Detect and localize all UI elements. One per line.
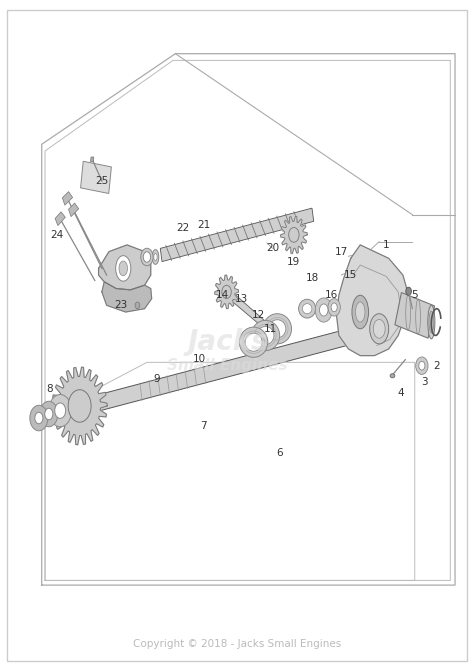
Text: 13: 13 (235, 294, 248, 303)
Text: 10: 10 (192, 354, 206, 364)
Ellipse shape (299, 299, 316, 318)
Polygon shape (52, 367, 107, 445)
Polygon shape (61, 321, 380, 421)
Text: 1: 1 (383, 240, 390, 250)
Text: 11: 11 (264, 324, 277, 333)
Circle shape (35, 412, 43, 424)
Ellipse shape (239, 327, 268, 357)
Polygon shape (63, 192, 73, 205)
Text: 7: 7 (201, 421, 207, 431)
Ellipse shape (152, 250, 159, 264)
Circle shape (419, 361, 425, 370)
Text: Copyright © 2018 - Jacks Small Engines: Copyright © 2018 - Jacks Small Engines (133, 639, 341, 649)
Text: 12: 12 (252, 311, 265, 320)
Text: 24: 24 (50, 230, 64, 240)
Ellipse shape (257, 327, 274, 345)
Text: 5: 5 (411, 291, 418, 300)
Text: Small Engines: Small Engines (167, 358, 288, 373)
Text: 8: 8 (46, 384, 53, 394)
Ellipse shape (263, 314, 292, 344)
Circle shape (222, 285, 231, 299)
Circle shape (315, 298, 332, 322)
Text: 25: 25 (95, 176, 109, 186)
Polygon shape (55, 212, 65, 225)
Text: 21: 21 (197, 220, 210, 229)
Ellipse shape (116, 256, 131, 281)
Text: 23: 23 (114, 301, 128, 310)
Polygon shape (395, 293, 435, 338)
Polygon shape (215, 275, 238, 309)
Circle shape (55, 403, 66, 419)
Text: 19: 19 (287, 257, 301, 266)
Text: 15: 15 (344, 270, 357, 280)
Circle shape (40, 401, 58, 427)
Circle shape (30, 405, 48, 431)
Ellipse shape (428, 305, 435, 339)
Text: 22: 22 (176, 223, 189, 233)
Circle shape (416, 357, 428, 374)
Text: 4: 4 (397, 388, 404, 397)
Text: Jacks: Jacks (187, 328, 268, 356)
Ellipse shape (245, 333, 262, 352)
Ellipse shape (374, 319, 385, 338)
Text: 18: 18 (306, 274, 319, 283)
Circle shape (45, 408, 53, 420)
Polygon shape (102, 282, 152, 312)
Circle shape (49, 395, 72, 427)
Ellipse shape (370, 314, 389, 344)
Circle shape (143, 252, 151, 262)
Circle shape (328, 299, 340, 316)
Ellipse shape (302, 303, 312, 314)
Ellipse shape (154, 254, 157, 260)
Circle shape (68, 390, 91, 422)
Ellipse shape (60, 403, 64, 421)
Text: 16: 16 (325, 291, 338, 300)
Polygon shape (99, 245, 151, 290)
Polygon shape (91, 157, 94, 162)
Text: 14: 14 (216, 291, 229, 300)
Polygon shape (160, 208, 314, 262)
Polygon shape (337, 245, 408, 356)
Circle shape (406, 287, 411, 295)
Circle shape (331, 303, 337, 311)
Bar (81, 161, 111, 193)
Text: 2: 2 (433, 361, 439, 370)
Circle shape (135, 302, 140, 309)
Ellipse shape (119, 261, 128, 276)
Ellipse shape (352, 295, 369, 329)
Ellipse shape (269, 320, 286, 338)
Ellipse shape (429, 311, 434, 333)
Text: 17: 17 (335, 247, 348, 256)
Text: 20: 20 (266, 244, 279, 253)
Ellipse shape (356, 302, 365, 322)
Text: 3: 3 (421, 378, 428, 387)
Circle shape (289, 227, 299, 242)
Circle shape (319, 304, 328, 316)
Ellipse shape (251, 320, 280, 350)
Polygon shape (281, 216, 307, 254)
Polygon shape (68, 203, 79, 217)
Circle shape (141, 248, 153, 266)
Ellipse shape (390, 374, 395, 378)
Text: 9: 9 (153, 374, 160, 384)
Text: 6: 6 (276, 448, 283, 458)
